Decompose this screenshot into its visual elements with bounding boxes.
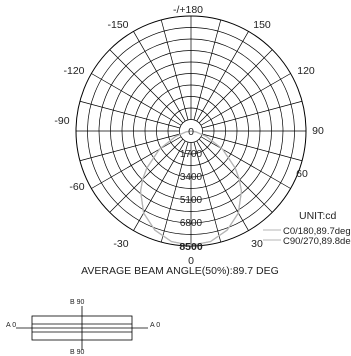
radial-label-6800: 6800 — [180, 218, 203, 229]
angle-label-minus-150: -150 — [107, 19, 128, 31]
grid-spoke — [198, 49, 273, 124]
grid-spoke — [160, 19, 189, 120]
grid-spoke — [133, 140, 186, 231]
grid-spoke — [196, 140, 249, 231]
grid-spoke — [200, 136, 291, 189]
angle-label-120: 120 — [297, 65, 315, 77]
angle-label-minus-60: -60 — [69, 181, 84, 193]
grid-spoke — [91, 73, 182, 126]
legend-c90: C90/270,89.8deg — [283, 236, 351, 247]
luminaire-label-top: B 90 — [70, 299, 85, 306]
grid-spoke — [202, 100, 303, 129]
polar-grid — [75, 15, 307, 247]
grid-spoke — [198, 138, 273, 213]
angle-label-0: 0 — [188, 255, 194, 267]
radial-label-5100: 5100 — [180, 195, 203, 206]
candela-curve-c90-270 — [139, 130, 243, 246]
candela-curves — [139, 130, 243, 246]
grid-spoke — [160, 142, 189, 243]
radial-label-1700: 1700 — [180, 149, 203, 160]
center-label: 0 — [188, 126, 194, 138]
grid-spoke — [109, 49, 184, 124]
unit-label: UNIT:cd — [299, 210, 337, 222]
grid-spoke — [91, 136, 182, 189]
grid-spoke — [79, 100, 180, 129]
angle-label-180: -/+180 — [173, 4, 203, 16]
luminaire-outline-diagram: B 90 B 90 A 0 A 0 — [6, 299, 160, 356]
grid-spoke — [193, 142, 222, 243]
legend-c0: C0/180,89.7deg — [283, 226, 351, 237]
grid-spoke — [109, 138, 184, 213]
angle-label-minus-30: -30 — [113, 238, 128, 250]
grid-spoke — [193, 19, 222, 120]
angle-label-90: 90 — [312, 125, 324, 137]
grid-spoke — [133, 31, 186, 122]
angle-label-150: 150 — [253, 19, 271, 31]
luminaire-label-bottom: B 90 — [70, 349, 85, 356]
luminaire-label-left: A 0 — [6, 322, 16, 329]
grid-spoke — [202, 133, 303, 162]
radial-label-8500: 8500 — [179, 241, 203, 253]
luminaire-label-right: A 0 — [150, 322, 160, 329]
radial-label-3400: 3400 — [180, 172, 203, 183]
grid-spoke — [200, 73, 291, 126]
angle-label-30: 30 — [251, 238, 263, 250]
angle-label-minus-90: -90 — [54, 115, 69, 127]
angle-label-minus-120: -120 — [63, 65, 84, 77]
beam-angle-caption: AVERAGE BEAM ANGLE(50%):89.7 DEG — [81, 265, 279, 277]
grid-spoke — [196, 31, 249, 122]
grid-spoke — [79, 133, 180, 162]
angle-label-60: 60 — [296, 168, 308, 180]
